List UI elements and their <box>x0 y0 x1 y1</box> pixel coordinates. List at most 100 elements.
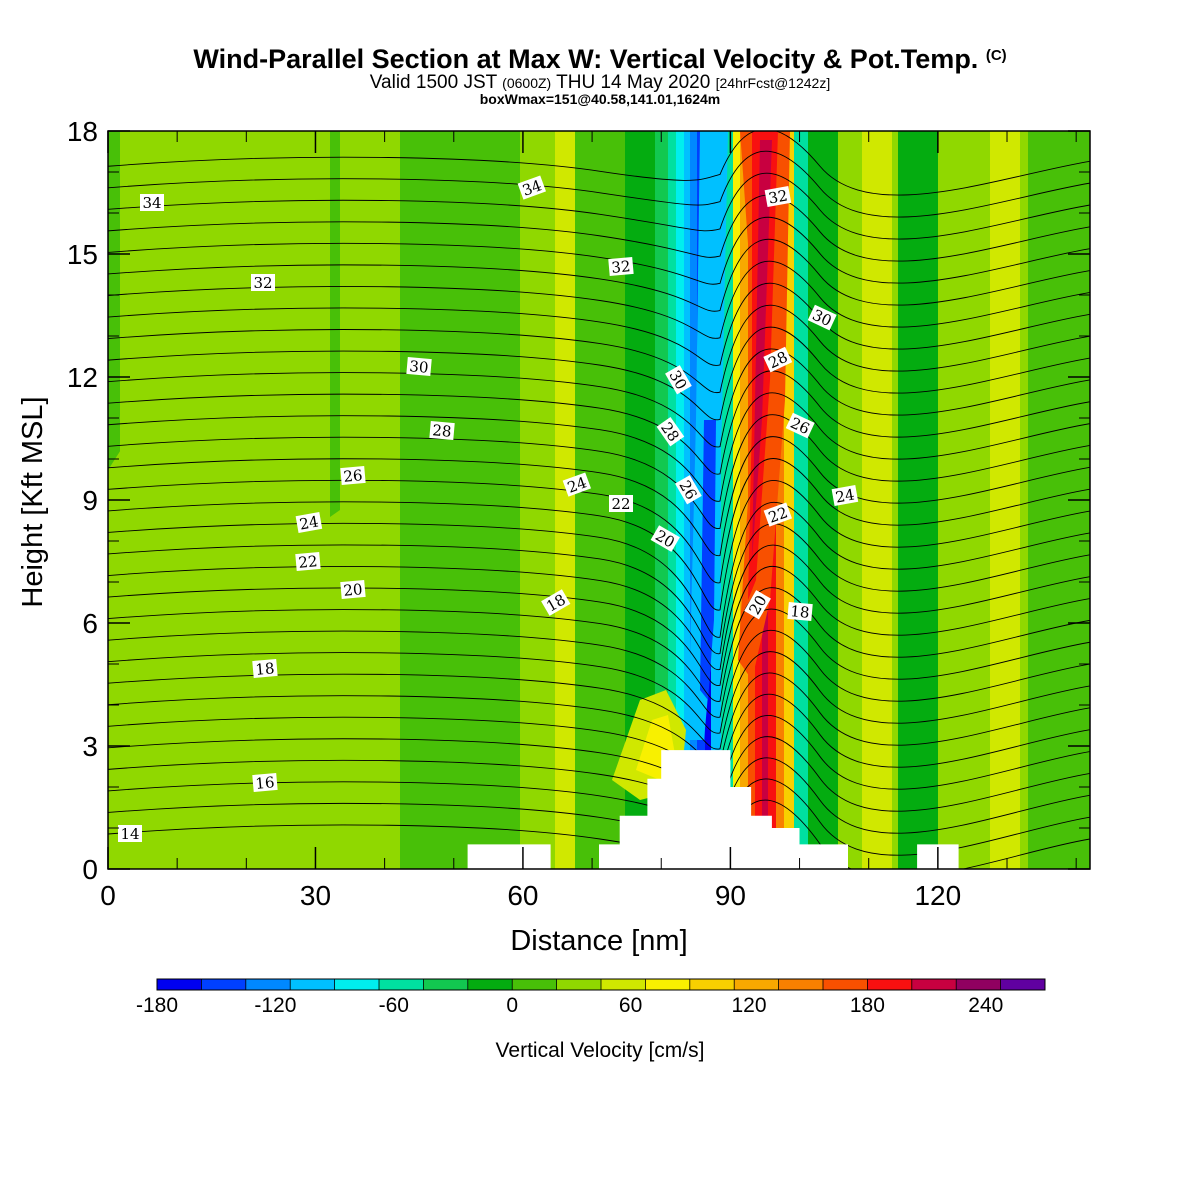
isentrope <box>108 587 1090 702</box>
contour-label: 22 <box>295 551 321 572</box>
contour-label: 30 <box>406 356 432 377</box>
contour-label: 32 <box>764 186 792 208</box>
chart-subtitle: Valid 1500 JST (0600Z) THU 14 May 2020 [… <box>369 72 831 93</box>
colorbar: -180 -120 -60 0 60 120 180 240 <box>136 978 1046 1017</box>
contour-label-text: 24 <box>834 485 856 506</box>
isentrope <box>108 392 1090 502</box>
contour-label: 28 <box>429 420 455 441</box>
isentrope <box>108 260 1090 339</box>
contour-label: 24 <box>562 472 592 497</box>
colorbar-tick-label: 0 <box>506 994 518 1017</box>
x-tick-label: 0 <box>100 880 116 911</box>
velocity-band <box>794 131 808 869</box>
isentrope <box>108 131 1090 196</box>
colorbar-tick-label: 120 <box>731 994 766 1017</box>
isentrope <box>108 501 1090 638</box>
colorbar-swatch <box>334 979 380 990</box>
y-tick-label: 9 <box>82 485 98 516</box>
contour-label: 24 <box>295 512 323 534</box>
colorbar-tick-label: -60 <box>379 994 409 1017</box>
contour-label: 20 <box>340 579 366 600</box>
contour-label: 32 <box>608 256 634 277</box>
contour-label: 26 <box>340 465 366 486</box>
colorbar-tick-label: 180 <box>850 994 885 1017</box>
colorbar-swatch <box>290 979 336 990</box>
velocity-band <box>990 131 1020 869</box>
copyright-mark: (C) <box>985 47 1007 64</box>
isentrope <box>108 544 1090 670</box>
isentrope <box>108 304 1090 394</box>
chart-title: Wind-Parallel Section at Max W: Vertical… <box>193 44 1007 74</box>
isentrope <box>108 194 1090 262</box>
vertical-velocity-field <box>108 131 1090 869</box>
colorbar-swatch <box>911 979 957 990</box>
contour-label-text: 28 <box>432 421 453 441</box>
contour-label: 34 <box>517 175 547 200</box>
isentrope <box>108 608 1090 718</box>
y-tick-label: 15 <box>67 239 98 270</box>
colorbar-swatch <box>734 979 780 990</box>
colorbar-swatch <box>201 979 247 990</box>
x-axis-label: Distance [nm] <box>510 925 687 957</box>
axes: 0 30 60 90 120 0 3 6 9 12 15 18 <box>67 116 1090 911</box>
contour-label: 18 <box>252 658 278 679</box>
colorbar-swatch <box>423 979 469 990</box>
colorbar-swatch <box>379 979 424 990</box>
y-tick-label: 18 <box>67 116 98 147</box>
velocity-band <box>776 131 786 869</box>
colorbar-swatch <box>823 979 868 990</box>
lower-left-region <box>108 420 400 869</box>
contour-label-text: 18 <box>790 602 811 622</box>
contour-label-text: 32 <box>253 274 272 292</box>
contour-label-text: 30 <box>409 357 430 377</box>
isentrope <box>108 651 1090 750</box>
colorbar-swatch <box>157 979 202 990</box>
contour-label-text: 26 <box>343 466 364 486</box>
isentrope <box>108 565 1090 686</box>
contour-label: 34 <box>140 194 164 212</box>
x-tick-label: 120 <box>914 880 961 911</box>
colorbar-tick-label: 240 <box>968 994 1003 1017</box>
contour-label: 22 <box>609 495 633 513</box>
isentrope <box>108 282 1090 366</box>
contour-label: 22 <box>763 502 793 527</box>
y-tick-label: 0 <box>82 854 98 885</box>
isentrope <box>108 172 1090 240</box>
contour-label-text: 14 <box>120 825 139 843</box>
isentrope <box>108 348 1090 448</box>
isentrope <box>108 458 1090 584</box>
colorbar-tick-label: -180 <box>136 994 178 1017</box>
colorbar-swatch <box>867 979 913 990</box>
x-tick-label: 60 <box>507 880 538 911</box>
y-tick-label: 3 <box>82 731 98 762</box>
chart-subtitle-2: boxWmax=151@40.58,141.01,1624m <box>479 91 721 107</box>
contour-label-text: 32 <box>611 257 632 277</box>
colorbar-swatch <box>467 979 513 990</box>
contour-label: 14 <box>118 825 142 843</box>
contour-label-text: 20 <box>343 580 364 600</box>
x-tick-label: 90 <box>715 880 746 911</box>
terrain <box>108 750 1090 869</box>
velocity-band <box>784 131 794 869</box>
colorbar-label: Vertical Velocity [cm/s] <box>496 1039 705 1062</box>
contour-label-text: 22 <box>611 495 630 513</box>
contour-label-text: 34 <box>142 194 161 212</box>
isentrope <box>108 326 1090 421</box>
isentrope <box>108 629 1090 734</box>
isentrope <box>108 370 1090 475</box>
contour-label-text: 24 <box>565 473 589 496</box>
contour-label: 16 <box>252 772 278 793</box>
contour-label-text: 22 <box>298 552 319 572</box>
isentrope <box>108 436 1090 556</box>
colorbar-swatch <box>778 979 824 990</box>
colorbar-frame <box>156 978 1046 991</box>
contour-label: 24 <box>831 485 859 507</box>
colorbar-swatch <box>245 979 291 990</box>
colorbar-swatch <box>689 979 735 990</box>
contour-label-text: 32 <box>767 186 789 207</box>
contour-label-text: 16 <box>255 773 276 793</box>
updraft-max <box>752 140 772 560</box>
velocity-band <box>400 131 460 869</box>
